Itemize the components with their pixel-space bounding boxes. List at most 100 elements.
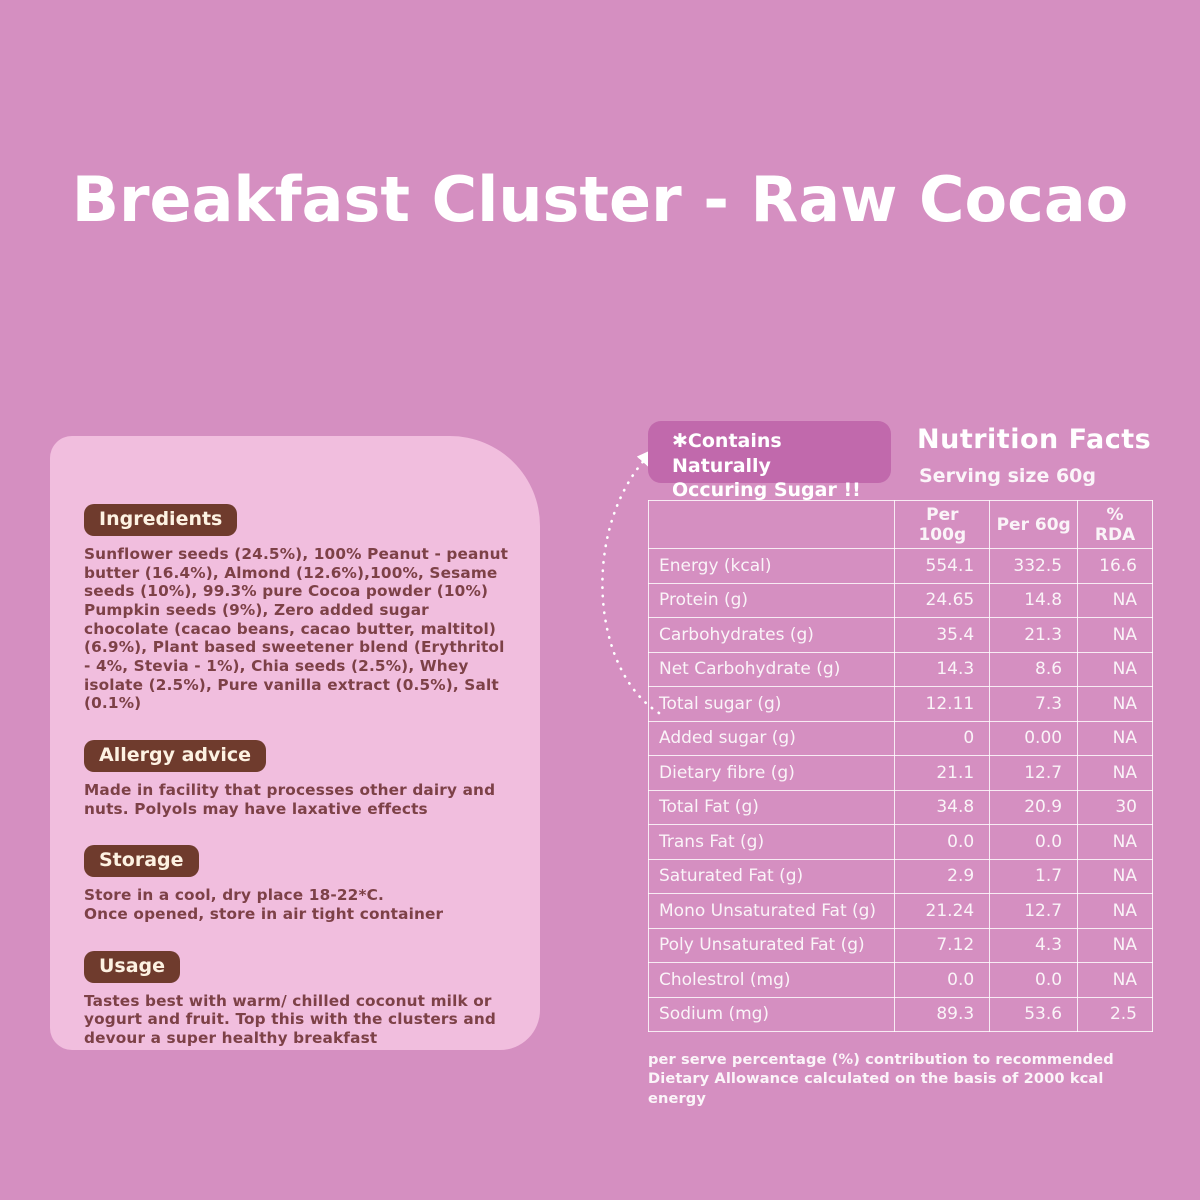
table-row: Cholestrol (mg) 0.0 0.0 NA (647, 962, 1153, 998)
nutrient-value: 14.3 (894, 651, 991, 687)
table-row: Sodium (mg) 89.3 53.6 2.5 (647, 996, 1153, 1032)
table-row: Total Fat (g) 34.8 20.9 30 (647, 789, 1153, 825)
nutrient-name: Added sugar (g) (647, 720, 896, 756)
nutrient-value: 53.6 (989, 996, 1079, 1032)
nutrient-value: 0.00 (989, 720, 1079, 756)
nutrient-value: NA (1077, 617, 1153, 653)
section-label-badge: Usage (84, 950, 181, 983)
section-label-badge: Storage (84, 845, 199, 878)
table-row: Trans Fat (g) 0.0 0.0 NA (647, 824, 1153, 860)
info-panel: Ingredients Sunflower seeds (24.5%), 100%… (50, 436, 540, 1050)
column-header (647, 500, 896, 549)
sugar-badge-line1: ✱Contains Naturally (672, 430, 782, 477)
dotted-arrow-total-sugar-to-badge (601, 448, 661, 715)
table-row: Energy (kcal) 554.1 332.5 16.6 (647, 548, 1153, 584)
info-section-usage: Usage Tastes best with warm/ chilled coco… (84, 950, 510, 1048)
info-section-ingredients: Ingredients Sunflower seeds (24.5%), 100%… (84, 504, 510, 713)
nutrient-value: 21.3 (989, 617, 1079, 653)
sugar-badge-line2: Occuring Sugar !! (672, 479, 861, 502)
nutrition-table-body: Energy (kcal) 554.1 332.5 16.6 Protein (g) 24… (647, 548, 1153, 1032)
nutrient-value: 16.6 (1077, 548, 1153, 584)
nutrient-value: 12.7 (989, 893, 1079, 929)
table-row: Added sugar (g) 0 0.00 NA (647, 720, 1153, 756)
nutrient-value: 24.65 (894, 582, 991, 618)
nutrient-value: 1.7 (989, 858, 1079, 894)
nutrient-value: 8.6 (989, 651, 1079, 687)
nutrient-value: NA (1077, 720, 1153, 756)
nutrient-name: Sodium (mg) (647, 996, 896, 1032)
table-row: Protein (g) 24.65 14.8 NA (647, 582, 1153, 618)
nutrient-value: NA (1077, 582, 1153, 618)
column-header: % RDA (1077, 500, 1153, 549)
nutrient-value: 0.0 (894, 824, 991, 860)
nutrient-name: Saturated Fat (g) (647, 858, 896, 894)
nutrition-table-header: Per 100g Per 60g% RDA (647, 500, 1153, 549)
nutrient-value: NA (1077, 651, 1153, 687)
column-header: Per 60g (989, 500, 1079, 549)
section-body-text: Store in a cool, dry place 18-22*C. Once… (84, 886, 444, 923)
nutrient-value: 2.9 (894, 858, 991, 894)
nutrient-value: 7.3 (989, 686, 1079, 722)
table-row: Carbohydrates (g) 35.4 21.3 NA (647, 617, 1153, 653)
section-label-badge: Ingredients (84, 504, 238, 536)
section-body-text: Made in facility that processes other da… (84, 780, 496, 818)
nutrient-name: Total Fat (g) (647, 789, 896, 825)
nutrient-name: Poly Unsaturated Fat (g) (647, 927, 896, 963)
nutrient-value: 0.0 (894, 962, 991, 998)
nutrition-facts-heading: Nutrition Facts (917, 424, 1152, 455)
info-section-storage: Storage Store in a cool, dry place 18-22*… (84, 845, 510, 923)
nutrient-value: 35.4 (894, 617, 991, 653)
nutrient-value: 89.3 (894, 996, 991, 1032)
nutrient-value: 30 (1077, 789, 1153, 825)
nutrient-value: 21.1 (894, 755, 991, 791)
nutrition-table: Per 100g Per 60g% RDA Energy (kcal) 554.1 3… (647, 500, 1153, 1032)
nutrient-value: NA (1077, 686, 1153, 722)
nutrient-value: 21.24 (894, 893, 991, 929)
nutrient-name: Energy (kcal) (647, 548, 896, 584)
nutrient-value: NA (1077, 858, 1153, 894)
nutrient-name: Total sugar (g) (647, 686, 896, 722)
nutrient-name: Mono Unsaturated Fat (g) (647, 893, 896, 929)
nutrient-value: 12.11 (894, 686, 991, 722)
nutrient-value: NA (1077, 893, 1153, 929)
nutrient-value: 14.8 (989, 582, 1079, 618)
table-header-row: Per 100g Per 60g% RDA (647, 500, 1153, 549)
nutrient-value: NA (1077, 927, 1153, 963)
nutrient-value: 332.5 (989, 548, 1079, 584)
nutrient-name: Protein (g) (647, 582, 896, 618)
nutrient-value: 554.1 (894, 548, 991, 584)
section-body-text: Sunflower seeds (24.5%), 100% Peanut - p… (84, 545, 509, 713)
table-row: Mono Unsaturated Fat (g) 21.24 12.7 NA (647, 893, 1153, 929)
nutrient-value: 34.8 (894, 789, 991, 825)
rda-footnote: per serve percentage (%) contribution to… (648, 1051, 1114, 1107)
section-label-badge: Allergy advice (84, 739, 267, 772)
column-header: Per 100g (894, 500, 991, 549)
nutrient-value: 0.0 (989, 962, 1079, 998)
nutrient-name: Dietary fibre (g) (647, 755, 896, 791)
table-row: Net Carbohydrate (g) 14.3 8.6 NA (647, 651, 1153, 687)
nutrient-value: NA (1077, 962, 1153, 998)
table-row: Poly Unsaturated Fat (g) 7.12 4.3 NA (647, 927, 1153, 963)
nutrient-name: Cholestrol (mg) (647, 962, 896, 998)
nutrient-value: 0.0 (989, 824, 1079, 860)
nutrient-name: Trans Fat (g) (647, 824, 896, 860)
page-title: Breakfast Cluster - Raw Cocao (71, 163, 1129, 236)
nutrient-value: 0 (894, 720, 991, 756)
nutrient-value: 12.7 (989, 755, 1079, 791)
table-row: Total sugar (g) 12.11 7.3 NA (647, 686, 1153, 722)
serving-size-label: Serving size 60g (919, 465, 1097, 487)
nutrient-value: 2.5 (1077, 996, 1153, 1032)
nutrient-name: Net Carbohydrate (g) (647, 651, 896, 687)
nutrient-value: NA (1077, 755, 1153, 791)
table-row: Dietary fibre (g) 21.1 12.7 NA (647, 755, 1153, 791)
natural-sugar-badge: ✱Contains Naturally Occuring Sugar !! (648, 421, 891, 501)
nutrient-value: NA (1077, 824, 1153, 860)
nutrient-name: Carbohydrates (g) (647, 617, 896, 653)
nutrient-value: 20.9 (989, 789, 1079, 825)
nutrient-value: 4.3 (989, 927, 1079, 963)
info-section-allergy-advice: Allergy advice Made in facility that proc… (84, 739, 510, 818)
nutrient-value: 7.12 (894, 927, 991, 963)
table-row: Saturated Fat (g) 2.9 1.7 NA (647, 858, 1153, 894)
section-body-text: Tastes best with warm/ chilled coconut m… (84, 991, 496, 1047)
